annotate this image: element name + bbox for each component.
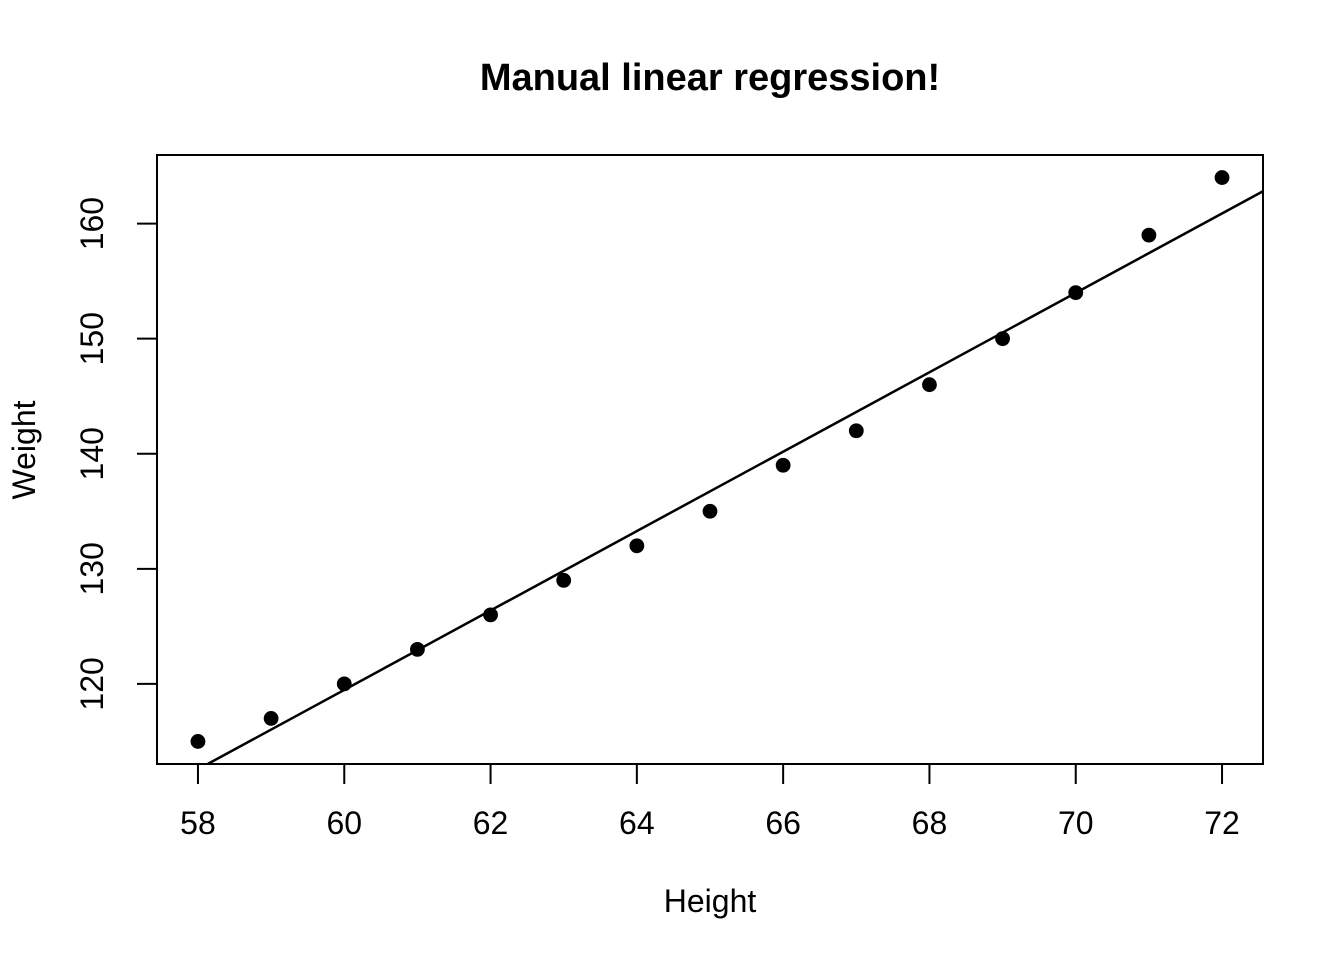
data-point (775, 457, 791, 473)
data-point (1141, 227, 1157, 243)
data-point (1068, 285, 1084, 301)
x-tick-label: 70 (1058, 805, 1094, 841)
y-axis-label: Weight (6, 400, 42, 499)
x-tick-label: 72 (1204, 805, 1240, 841)
x-tick-label: 66 (765, 805, 801, 841)
x-tick-label: 64 (619, 805, 655, 841)
x-axis-label: Height (664, 883, 757, 919)
data-point (702, 503, 718, 519)
chart-title: Manual linear regression! (480, 57, 940, 99)
x-tick-label: 58 (180, 805, 216, 841)
data-point (556, 572, 572, 588)
data-point (995, 331, 1010, 347)
y-tick-label: 160 (74, 197, 110, 250)
x-tick-label: 68 (912, 805, 948, 841)
data-point (190, 734, 206, 749)
data-point (483, 607, 498, 623)
x-tick-label: 60 (326, 805, 362, 841)
data-point (263, 711, 279, 726)
chart-generated-layer: 58 60 62 64 66 68 70 72 120 130 140 150 160 (74, 154, 1264, 841)
data-point (848, 423, 864, 439)
data-point (1214, 170, 1230, 185)
plot-box (156, 154, 1264, 765)
regression-line (207, 190, 1264, 766)
y-tick-label: 130 (74, 542, 110, 595)
data-point (629, 538, 645, 554)
y-tick-label: 140 (74, 427, 110, 480)
data-point (922, 377, 937, 393)
y-tick-label: 120 (74, 657, 110, 710)
data-point (336, 676, 352, 692)
data-point (410, 641, 425, 657)
x-tick-label: 62 (473, 805, 509, 841)
y-tick-label: 150 (74, 312, 110, 365)
